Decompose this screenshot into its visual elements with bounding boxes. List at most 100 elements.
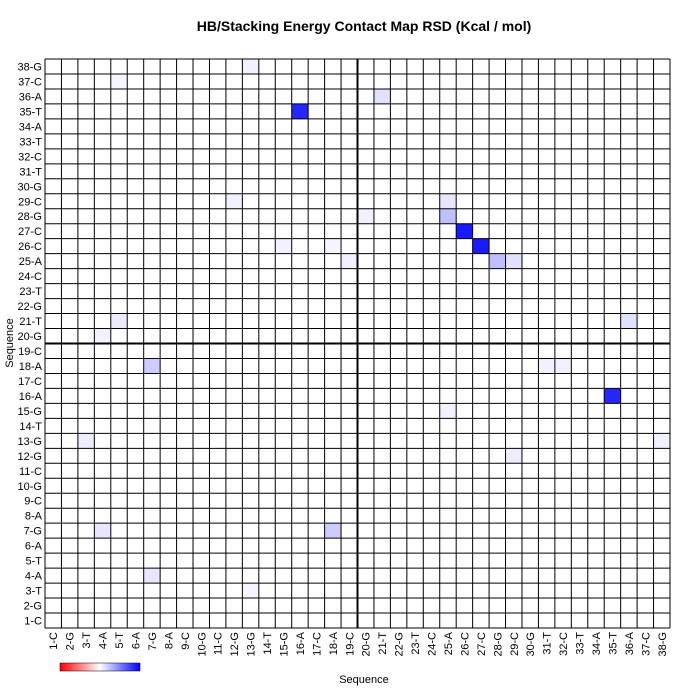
x-tick-label: 31-T [542, 632, 554, 655]
y-tick-label: 23-T [19, 286, 42, 298]
x-tick-label: 21-T [377, 632, 389, 655]
y-tick-label: 4-A [25, 571, 43, 583]
x-tick-label: 22-G [394, 632, 406, 656]
x-tick-label: 12-G [229, 632, 241, 656]
x-tick-label: 9-C [180, 632, 192, 650]
x-tick-label: 7-G [147, 632, 159, 650]
x-tick-label: 20-G [361, 632, 373, 656]
y-tick-label: 25-A [19, 256, 43, 268]
y-tick-label: 20-G [18, 331, 42, 343]
x-tick-label: 8-A [163, 631, 175, 649]
x-tick-label: 11-C [213, 632, 225, 655]
x-tick-label: 26-C [459, 632, 471, 656]
y-tick-label: 11-C [19, 466, 42, 478]
colorbar [59, 662, 141, 672]
heat-cell [77, 433, 95, 449]
y-tick-label: 31-T [19, 166, 42, 178]
y-axis-label: Sequence [4, 318, 16, 368]
x-tick-label: 15-G [278, 632, 290, 656]
y-tick-label: 12-G [18, 451, 42, 463]
x-tick-label: 1-C [48, 632, 60, 650]
x-tick-label: 32-C [558, 632, 570, 656]
x-tick-label: 17-C [311, 632, 323, 656]
y-tick-label: 30-G [18, 181, 42, 193]
y-tick-label: 29-C [18, 196, 42, 208]
heat-cell [489, 253, 506, 269]
x-tick-label: 5-T [114, 632, 126, 649]
x-axis-label: Sequence [339, 674, 389, 686]
y-tick-label: 14-T [19, 421, 42, 433]
heat-cell [275, 238, 292, 254]
y-tick-label: 8-A [25, 511, 43, 523]
y-tick-label: 13-G [18, 436, 42, 448]
x-tick-label: 36-A [624, 631, 636, 655]
x-tick-label: 4-A [98, 631, 110, 649]
heat-cell [456, 223, 473, 239]
y-tick-label: 7-G [24, 526, 42, 538]
y-tick-label: 22-G [18, 301, 42, 313]
y-tick-label: 6-A [25, 541, 43, 553]
y-tick-label: 1-C [24, 616, 42, 628]
heat-cell [439, 403, 457, 419]
chart-title: HB/Stacking Energy Contact Map RSD (Kcal… [197, 18, 532, 34]
x-tick-label: 10-G [196, 632, 208, 656]
y-tick-label: 2-G [24, 601, 42, 613]
y-tick-label: 27-C [18, 226, 42, 238]
y-tick-label: 35-T [19, 106, 42, 118]
y-tick-label: 16-A [19, 391, 43, 403]
heat-cell [538, 358, 555, 374]
y-tick-label: 5-T [26, 556, 43, 568]
x-tick-label: 27-C [476, 632, 488, 656]
heat-cell [505, 253, 522, 269]
heat-cell [324, 238, 342, 254]
x-tick-label: 13-G [246, 632, 258, 656]
y-tick-label: 32-C [18, 151, 42, 163]
y-tick-label: 36-A [19, 91, 43, 103]
heat-cell [653, 433, 670, 449]
heat-cell [143, 568, 161, 584]
x-tick-label: 33-T [575, 632, 587, 655]
x-tick-label: 6-A [130, 631, 142, 649]
heat-cell [505, 448, 522, 464]
heat-cell [242, 59, 259, 74]
heat-cell [143, 358, 161, 374]
x-tick-label: 23-T [410, 632, 422, 655]
x-tick-label: 25-A [443, 631, 455, 655]
y-tick-label: 37-C [18, 76, 42, 88]
x-tick-label: 19-C [344, 632, 356, 656]
y-tick-label: 21-T [19, 316, 42, 328]
x-tick-label: 24-C [427, 632, 439, 656]
heat-cell [554, 358, 572, 374]
y-tick-label: 33-T [19, 136, 42, 148]
y-tick-label: 34-A [19, 121, 43, 133]
y-tick-label: 26-C [18, 241, 42, 253]
x-tick-label: 35-T [607, 632, 619, 655]
x-tick-label: 2-G [65, 632, 77, 650]
heat-cell [225, 193, 243, 209]
y-tick-label: 24-C [18, 271, 42, 283]
heat-cell [439, 208, 457, 224]
x-tick-label: 29-C [509, 632, 521, 656]
heat-cell [110, 73, 128, 89]
heat-cell [604, 388, 621, 404]
y-tick-label: 3-T [26, 586, 43, 598]
heat-cell [94, 328, 111, 344]
y-tick-label: 17-C [18, 376, 42, 388]
heat-cell [94, 523, 111, 539]
heat-cell [110, 313, 128, 329]
x-tick-label: 34-A [591, 631, 603, 655]
y-tick-label: 19-C [18, 346, 42, 358]
y-tick-label: 10-G [18, 481, 42, 493]
x-tick-label: 28-G [492, 632, 504, 656]
heat-cell [439, 193, 457, 209]
heat-cell [291, 103, 309, 119]
x-tick-label: 16-A [295, 631, 307, 655]
heat-cell [324, 523, 342, 539]
heat-cell [242, 583, 259, 599]
x-tick-label: 3-T [81, 632, 93, 649]
y-tick-label: 28-G [18, 211, 42, 223]
x-tick-label: 18-A [328, 631, 340, 655]
x-tick-label: 38-G [657, 632, 669, 656]
y-tick-label: 15-G [18, 406, 42, 418]
